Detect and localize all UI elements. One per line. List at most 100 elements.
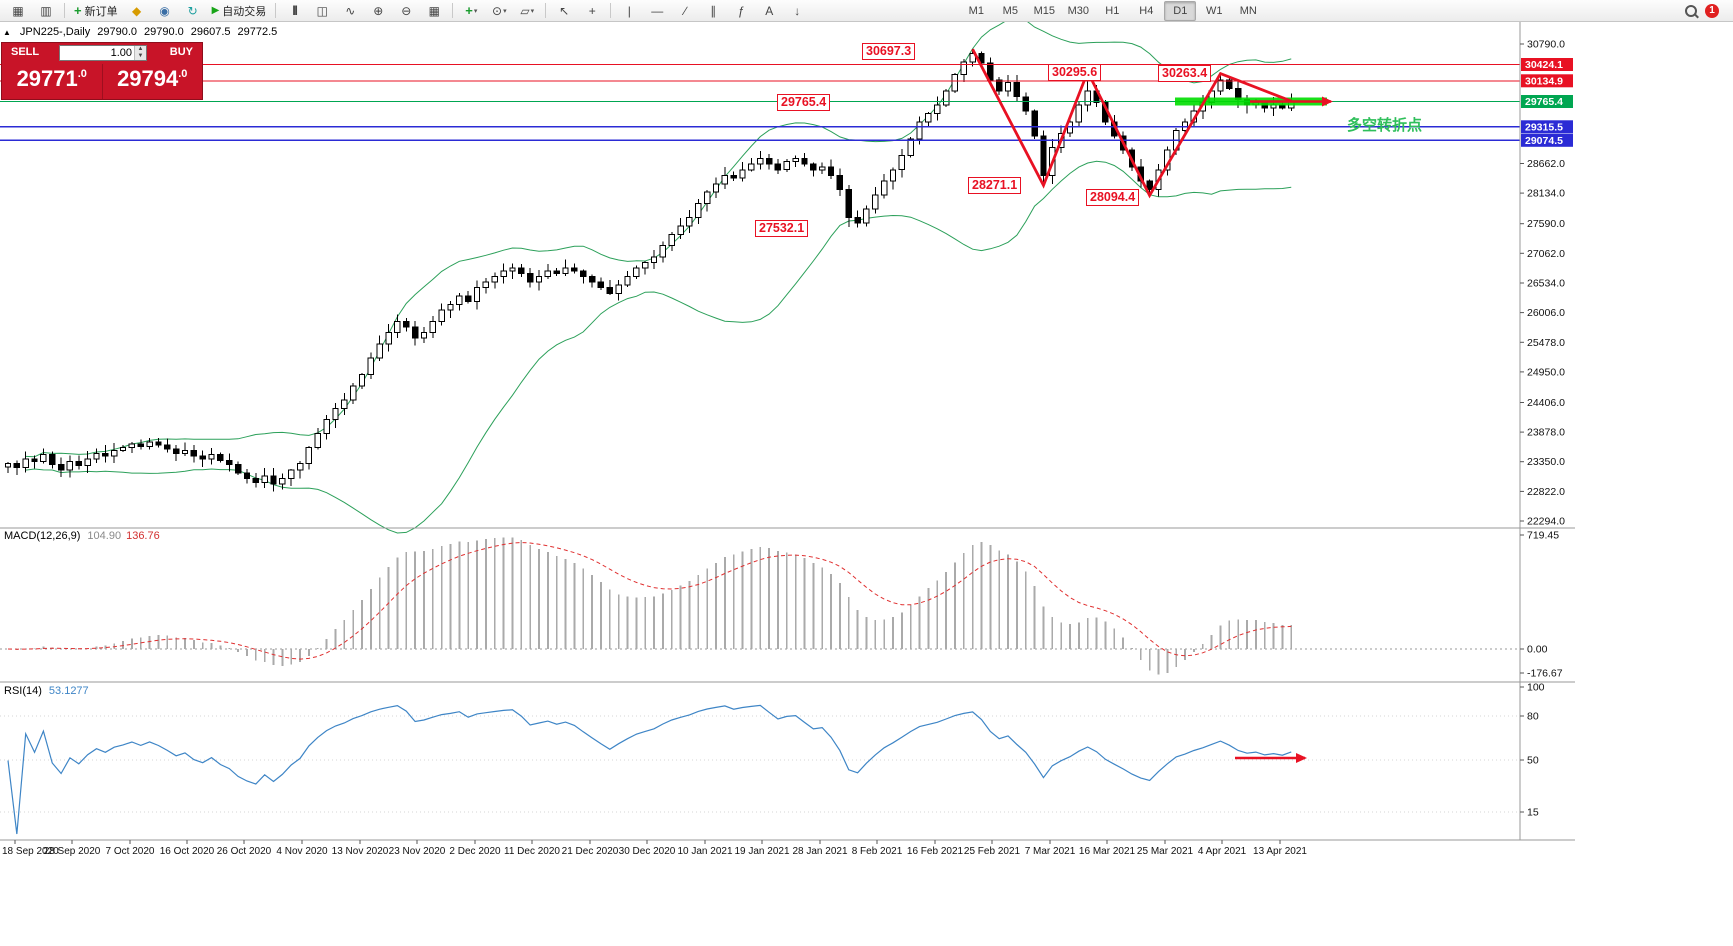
- line-chart-button[interactable]: ∿: [337, 1, 363, 21]
- timeframe-m5-button[interactable]: M5: [1002, 4, 1018, 17]
- price-badge-text: 30134.9: [1525, 75, 1563, 87]
- time-axis-label: 28 Jan 2021: [792, 846, 847, 857]
- candles: [4, 49, 1295, 492]
- price-axis-label: 25478.0: [1527, 337, 1565, 349]
- price-badge: [1521, 95, 1573, 108]
- horizontal-line-tool-button[interactable]: —: [644, 1, 670, 21]
- price-axis-label: 22822.0: [1527, 486, 1565, 498]
- sell-button[interactable]: SELL: [11, 46, 40, 58]
- periods-icon: ⊙: [492, 3, 503, 18]
- new-order-button[interactable]: + 新订单: [70, 1, 122, 21]
- price-badge: [1521, 58, 1573, 71]
- candlestick-chart-icon: ◫: [316, 3, 328, 18]
- buy-price[interactable]: 29794.0: [117, 66, 188, 91]
- price-chart-canvas[interactable]: 30790.0 28662.0 28134.0 27590.0 27062.0 26534…: [0, 22, 1575, 860]
- timeframe-h1-button[interactable]: H1: [1105, 4, 1120, 17]
- toolbar-right-group: 1: [1685, 3, 1719, 18]
- time-axis-label: 26 Oct 2020: [217, 846, 272, 857]
- volume-stepper: ▲ ▼: [134, 46, 146, 60]
- zoom-in-button[interactable]: ⊕: [365, 1, 391, 21]
- vertical-line-tool-button[interactable]: |: [616, 1, 642, 21]
- price-badge-text: 29765.4: [1525, 96, 1563, 108]
- price-badge-text: 30424.1: [1525, 59, 1563, 71]
- notification-badge[interactable]: 1: [1705, 3, 1719, 18]
- macd-signal-value: 136.76: [126, 530, 160, 542]
- indicator-axis-label: 0.00: [1527, 644, 1548, 656]
- timeframe-m1-button[interactable]: M1: [968, 4, 984, 17]
- time-axis-label: 13 Nov 2020: [332, 846, 389, 857]
- refresh-button[interactable]: ↻: [180, 1, 206, 21]
- autotrading-button[interactable]: ▶ 自动交易: [208, 1, 271, 21]
- timeframe-h4-button[interactable]: H4: [1139, 4, 1154, 17]
- time-axis-label: 16 Feb 2021: [907, 846, 964, 857]
- rsi-value: 53.1277: [48, 685, 89, 697]
- rsi-label: RSI(14) 53.1277: [4, 685, 89, 697]
- text-tool-button[interactable]: A: [756, 1, 782, 21]
- fibonacci-tool-button[interactable]: ƒ: [728, 1, 754, 21]
- bar-chart-button[interactable]: |||: [281, 1, 307, 21]
- time-axis-label: 11 Dec 2020: [504, 846, 560, 857]
- channel-tool-button[interactable]: ∥: [700, 1, 726, 21]
- community-button[interactable]: ◉: [152, 1, 178, 21]
- candlestick-chart-button[interactable]: ◫: [309, 1, 335, 21]
- timeframe-mn-button[interactable]: MN: [1239, 4, 1257, 17]
- toolbar-separator: [545, 3, 547, 18]
- price-badge: [1521, 120, 1573, 134]
- arrows-tool-button[interactable]: ↓: [784, 1, 810, 21]
- time-axis-label: 21 Dec 2020: [562, 846, 619, 857]
- new-chart-icon: ▦: [12, 3, 24, 18]
- zigzag-trendline[interactable]: [971, 48, 1292, 199]
- turning-point-note[interactable]: 多空转折点: [1347, 117, 1423, 134]
- profiles-icon: ▥: [40, 3, 52, 18]
- price-axis-label: 24406.0: [1527, 397, 1565, 409]
- trendline-icon: ∕: [684, 3, 687, 18]
- toolbar-separator: [275, 3, 277, 18]
- indicators-button[interactable]: + ▾: [458, 1, 484, 21]
- volume-up-button[interactable]: ▲: [135, 46, 146, 53]
- time-axis-label: 16 Mar 2021: [1079, 846, 1136, 857]
- volume-input[interactable]: [60, 46, 134, 60]
- timeframe-d1-button[interactable]: D1: [1164, 0, 1197, 21]
- price-axis-label: 22294.0: [1527, 516, 1565, 528]
- timeframe-m30-button[interactable]: M30: [1067, 4, 1089, 17]
- search-icon[interactable]: [1685, 4, 1697, 17]
- toolbar-separator: [64, 3, 65, 18]
- new-chart-button[interactable]: ▦: [5, 1, 31, 21]
- templates-button[interactable]: ▱ ▾: [514, 1, 540, 21]
- cursor-button[interactable]: ↖: [551, 1, 577, 21]
- price-badge: [1521, 74, 1573, 88]
- price-axis-label: 30790.0: [1527, 39, 1565, 51]
- community-icon: ◉: [159, 3, 170, 18]
- text-tool-icon: A: [765, 3, 774, 18]
- refresh-icon: ↻: [187, 3, 198, 18]
- timeframe-w1-button[interactable]: W1: [1206, 4, 1223, 17]
- zoom-out-button[interactable]: ⊖: [393, 1, 419, 21]
- cursor-icon: ↖: [559, 3, 570, 18]
- arrows-tool-icon: ↓: [794, 3, 801, 18]
- chevron-down-icon: ▾: [530, 7, 535, 15]
- main-toolbar: ▦ ▥ + 新订单 ◆ ◉ ↻ ▶ 自动交易 ||| ◫ ∿ ⊕ ⊖ ▦ + ▾ …: [0, 0, 1733, 22]
- time-axis-label: 19 Jan 2021: [734, 846, 789, 857]
- volume-down-button[interactable]: ▼: [135, 53, 146, 60]
- trendline-tool-button[interactable]: ∕: [672, 1, 698, 21]
- toolbar-separator: [610, 3, 612, 18]
- timeframe-m15-button[interactable]: M15: [1033, 4, 1055, 17]
- tile-windows-icon: ▦: [428, 3, 440, 18]
- one-click-collapse-icon[interactable]: ▲: [3, 27, 11, 37]
- price-axis-label: 28134.0: [1527, 188, 1565, 200]
- time-axis-label: 2 Dec 2020: [449, 846, 501, 857]
- crosshair-button[interactable]: +: [579, 1, 605, 21]
- buy-button[interactable]: BUY: [169, 46, 193, 58]
- metaeditor-button[interactable]: ◆: [124, 1, 150, 21]
- trade-prices: 29771.0 29794.0: [2, 64, 202, 99]
- price-badge-text: 29074.5: [1525, 135, 1563, 147]
- fibonacci-icon: ƒ: [737, 3, 745, 18]
- sell-price[interactable]: 29771.0: [2, 64, 103, 99]
- time-axis-label: 28 Sep 2020: [44, 846, 101, 857]
- periods-button[interactable]: ⊙ ▾: [486, 1, 512, 21]
- volume-field[interactable]: ▲ ▼: [59, 45, 147, 61]
- tile-windows-button[interactable]: ▦: [421, 1, 447, 21]
- vertical-line-icon: |: [627, 3, 631, 18]
- profiles-button[interactable]: ▥: [33, 1, 59, 21]
